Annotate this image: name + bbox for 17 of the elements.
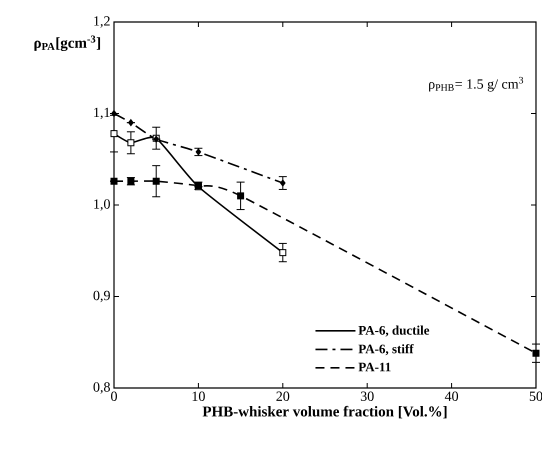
- y-tick-label: 1,2: [94, 16, 110, 28]
- x-tick-label: 40: [444, 392, 458, 401]
- y-axis-title: ρ$_{PA}$[gcm$^{-3}$]: [34, 36, 100, 52]
- x-tick-label: 0: [111, 392, 117, 401]
- y-tick-label: 1,0: [94, 199, 110, 211]
- legend-label: PA-6, stiff: [358, 344, 414, 356]
- legend-label: PA-6, ductile: [358, 326, 430, 337]
- y-tick-label: 1,1: [94, 108, 110, 120]
- x-axis-title: PHB-whisker volume fraction [Vol.%]: [202, 406, 447, 418]
- x-tick-label: 10: [192, 392, 205, 401]
- x-tick-label: 30: [360, 392, 374, 401]
- y-tick-label: 0,9: [94, 290, 110, 302]
- legend-label: PA-11: [358, 362, 391, 372]
- annotation: ρ$_{PHB}$= 1.5 g/ cm$^{3}$: [429, 76, 524, 92]
- y-tick-label: 0,8: [94, 382, 110, 394]
- x-tick-label: 20: [276, 392, 290, 401]
- x-tick-label: 50: [530, 392, 542, 401]
